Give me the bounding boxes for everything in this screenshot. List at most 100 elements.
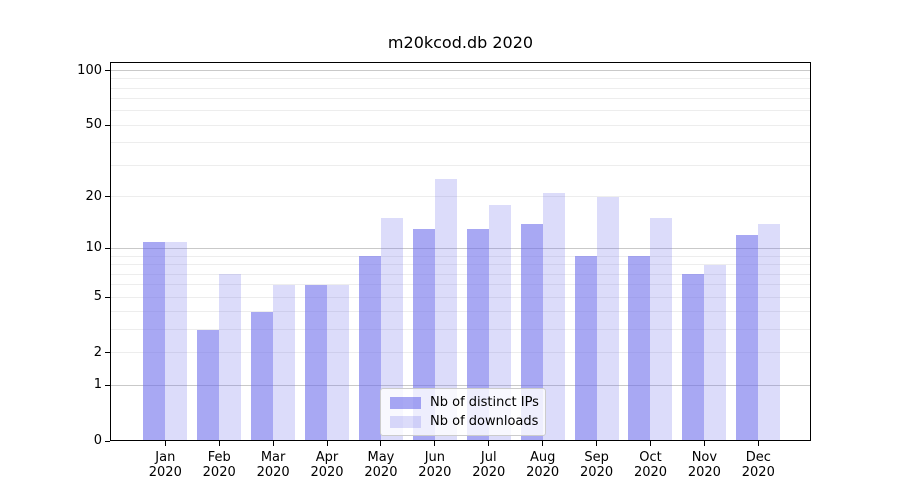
legend-label-downloads: Nb of downloads	[430, 414, 539, 429]
legend-item-downloads: Nb of downloads	[390, 413, 539, 431]
x-tick-label-jul: Jul 2020	[461, 450, 517, 480]
x-tick-month: Jun	[424, 450, 445, 465]
x-tick-month: Feb	[207, 450, 231, 465]
x-tick	[164, 441, 166, 446]
gridline-minor	[111, 78, 810, 80]
x-tick-month: Sep	[584, 450, 609, 465]
bar-nb-of-distinct-ips-apr	[305, 284, 328, 440]
y-tick-label-5: 5	[93, 289, 102, 305]
bar-nb-of-distinct-ips-jan	[143, 241, 166, 440]
y-tick	[105, 124, 110, 126]
x-tick	[757, 441, 759, 446]
gridline-minor	[111, 142, 810, 144]
x-tick-year: 2020	[580, 465, 614, 480]
x-tick	[596, 441, 598, 446]
gridline-major	[111, 247, 810, 249]
x-tick-month: Aug	[529, 450, 556, 465]
bar-nb-of-downloads-dec	[758, 223, 781, 440]
x-tick-label-jan: Jan 2020	[137, 450, 193, 480]
bar-nb-of-distinct-ips-jul	[466, 229, 489, 440]
y-tick-label-50: 50	[85, 117, 102, 133]
x-tick-year: 2020	[256, 465, 290, 480]
bar-nb-of-distinct-ips-oct	[628, 256, 651, 440]
y-tick	[105, 70, 110, 71]
gridline-minor	[111, 329, 810, 331]
bar-nb-of-downloads-nov	[704, 264, 727, 440]
bar-nb-of-distinct-ips-nov	[682, 274, 705, 440]
x-tick-year: 2020	[202, 465, 236, 480]
gridline-minor	[111, 255, 810, 257]
x-tick-month: Jul	[480, 450, 497, 465]
x-tick-month: Jan	[155, 450, 176, 465]
x-tick-month: Mar	[260, 450, 286, 465]
legend-item-distinct-ips: Nb of distinct IPs	[390, 394, 539, 412]
x-tick-year: 2020	[418, 465, 452, 480]
bar-nb-of-downloads-apr	[327, 284, 350, 440]
bar-nb-of-distinct-ips-mar	[251, 311, 274, 440]
x-tick	[649, 441, 651, 446]
x-tick-label-dec: Dec 2020	[730, 450, 786, 480]
x-tick-month: Dec	[745, 450, 771, 465]
x-tick-year: 2020	[687, 465, 721, 480]
legend-swatch-distinct-ips	[390, 396, 421, 409]
bar-nb-of-downloads-jan	[165, 241, 188, 440]
x-tick-month: Nov	[691, 450, 718, 465]
y-tick	[105, 352, 110, 354]
gridline-major	[111, 384, 810, 386]
bar-nb-of-distinct-ips-feb	[197, 329, 220, 440]
x-tick	[380, 441, 382, 446]
bar-nb-of-downloads-oct	[650, 218, 673, 440]
y-tick	[105, 247, 110, 249]
x-tick	[326, 441, 328, 446]
x-tick	[542, 441, 544, 446]
x-tick	[218, 441, 220, 446]
x-tick-label-apr: Apr 2020	[299, 450, 355, 480]
x-tick-label-jun: Jun 2020	[407, 450, 463, 480]
gridline-minor	[111, 87, 810, 89]
bar-nb-of-distinct-ips-may	[358, 256, 381, 440]
bar-nb-of-distinct-ips-jun	[412, 229, 435, 440]
bar-nb-of-downloads-may	[380, 218, 403, 440]
bar-nb-of-distinct-ips-sep	[574, 256, 597, 440]
x-tick	[272, 441, 274, 446]
x-tick-month: Apr	[315, 450, 339, 465]
x-tick-month: May	[367, 450, 395, 465]
y-tick-label-20: 20	[85, 188, 102, 204]
gridline-minor	[111, 352, 810, 354]
gridline-minor	[111, 110, 810, 112]
gridline-minor	[111, 196, 810, 198]
x-tick-month: Oct	[639, 450, 662, 465]
gridline-minor	[111, 311, 810, 313]
x-tick-label-oct: Oct 2020	[622, 450, 678, 480]
y-tick-label-10: 10	[85, 240, 102, 256]
gridline-minor	[111, 273, 810, 275]
bar-nb-of-downloads-jul	[488, 204, 511, 440]
legend-label-distinct-ips: Nb of distinct IPs	[430, 395, 539, 410]
bar-nb-of-distinct-ips-dec	[736, 235, 759, 440]
x-tick-year: 2020	[526, 465, 560, 480]
x-tick-label-sep: Sep 2020	[569, 450, 625, 480]
bar-nb-of-downloads-feb	[219, 274, 242, 440]
y-tick-label-2: 2	[93, 344, 102, 360]
gridline-minor	[111, 284, 810, 286]
x-tick	[488, 441, 490, 446]
bar-nb-of-downloads-jun	[434, 179, 457, 440]
bar-nb-of-distinct-ips-aug	[520, 223, 543, 440]
x-tick-year: 2020	[364, 465, 398, 480]
x-tick-label-feb: Feb 2020	[191, 450, 247, 480]
gridline-minor	[111, 264, 810, 266]
gridline-minor	[111, 98, 810, 100]
x-tick-label-may: May 2020	[353, 450, 409, 480]
bar-nb-of-downloads-aug	[542, 192, 565, 440]
y-tick-label-0: 0	[93, 433, 102, 448]
y-tick	[105, 196, 110, 198]
x-tick	[434, 441, 436, 446]
legend-swatch-downloads	[390, 415, 421, 428]
x-tick-label-aug: Aug 2020	[515, 450, 571, 480]
bar-nb-of-downloads-mar	[273, 284, 296, 440]
x-tick	[703, 441, 705, 446]
x-tick-year: 2020	[633, 465, 668, 480]
x-tick-year: 2020	[148, 465, 182, 480]
y-tick	[105, 440, 110, 442]
